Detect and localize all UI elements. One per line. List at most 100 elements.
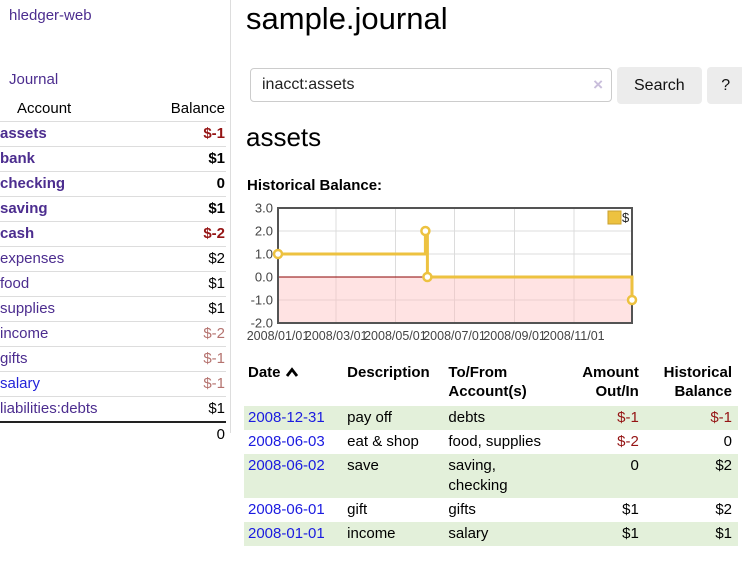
account-row: liabilities:debts $1	[0, 396, 226, 423]
account-link-salary[interactable]: salary	[0, 375, 41, 392]
accounts-balance-table: Account Balance assets $-1 bank $1 checking 0…	[0, 97, 226, 447]
transaction-date-link[interactable]: 2008-06-03	[248, 433, 325, 450]
transaction-balance: $-1	[710, 409, 732, 426]
legend-label: $	[622, 210, 630, 225]
x-axis-tick-label: 2008/05/01	[364, 329, 427, 343]
transaction-accounts: food, supplies	[448, 433, 541, 450]
negative-region	[278, 277, 632, 323]
account-link-liabilities-debts[interactable]: liabilities:debts	[0, 400, 98, 417]
account-link-bank[interactable]: bank	[0, 150, 36, 167]
account-row: salary $-1	[0, 371, 226, 397]
transaction-date-link[interactable]: 2008-06-02	[248, 457, 325, 474]
account-balance: $-1	[144, 371, 226, 397]
transaction-description: gift	[347, 501, 368, 518]
transactions-table: Date Description To/From Account(s) Amount …	[244, 361, 738, 546]
search-form: × Search ?	[250, 67, 742, 104]
account-link-cash[interactable]: cash	[0, 225, 35, 242]
historical-balance-chart: $3.0 2.0 1.0 0.0 -1.0 -2.02008/01/012008/03/0…	[247, 201, 638, 343]
transaction-amount: $1	[622, 501, 639, 518]
account-link-food[interactable]: food	[0, 275, 30, 292]
transaction-date-cell: 2008-06-03	[244, 430, 341, 454]
sort-ascending-icon	[285, 367, 298, 377]
data-point-marker	[272, 248, 284, 260]
sidebar-item-journal[interactable]: Journal	[9, 71, 59, 88]
transaction-accounts: gifts	[448, 501, 476, 518]
search-input-wrap: ×	[250, 68, 612, 102]
accounts-header-row: Account Balance	[0, 97, 226, 122]
account-balance: $-2	[144, 221, 226, 247]
transactions-header-row: Date Description To/From Account(s) Amount …	[244, 361, 738, 406]
app-brand-link[interactable]: hledger-web	[9, 7, 92, 24]
account-balance: $1	[144, 396, 226, 423]
account-link-expenses[interactable]: expenses	[0, 250, 65, 267]
account-row: income $-2	[0, 321, 226, 347]
account-row: cash $-2	[0, 221, 226, 247]
transaction-amount: $-2	[617, 433, 639, 450]
account-row: bank $1	[0, 146, 226, 172]
account-link-gifts[interactable]: gifts	[0, 350, 28, 367]
data-point-marker	[626, 294, 638, 306]
account-row: checking 0	[0, 171, 226, 197]
account-row: supplies $1	[0, 296, 226, 322]
transactions-header-description: Description	[347, 364, 430, 381]
transaction-balance: $1	[715, 525, 732, 542]
transaction-balance: $2	[715, 501, 732, 518]
account-row: assets $-1	[0, 121, 226, 147]
chart-grid	[277, 208, 632, 323]
account-balance: $2	[144, 246, 226, 272]
account-link-checking[interactable]: checking	[0, 175, 66, 192]
transaction-date-cell: 2008-06-02	[244, 454, 341, 498]
account-link-supplies[interactable]: supplies	[0, 300, 56, 317]
account-balance: $1	[144, 196, 226, 222]
y-axis-tick-label: 2.0	[255, 224, 273, 239]
legend-swatch	[607, 210, 622, 225]
x-axis-tick-label: 2008/09/01	[483, 329, 546, 343]
transaction-date-link[interactable]: 2008-12-31	[248, 409, 325, 426]
help-button[interactable]: ?	[706, 67, 742, 104]
account-balance: $1	[144, 271, 226, 297]
transactions-header-date[interactable]: Date	[244, 361, 341, 406]
transaction-date-link[interactable]: 2008-06-01	[248, 501, 325, 518]
account-row: gifts $-1	[0, 346, 226, 372]
y-axis-tick-label: 0.0	[255, 270, 273, 285]
x-axis-tick-label: 2008/03/01	[305, 329, 368, 343]
account-balance: $-2	[144, 321, 226, 347]
data-point-marker	[420, 225, 431, 237]
transaction-amount: 0	[630, 457, 639, 474]
transactions-header-amount: Amount Out/In	[582, 364, 639, 400]
account-link-saving[interactable]: saving	[0, 200, 48, 217]
transaction-description: pay off	[347, 409, 392, 426]
transaction-balance: 0	[723, 433, 732, 450]
x-axis-tick-label: 2008/07/01	[423, 329, 486, 343]
accounts-header-balance: Balance	[144, 97, 226, 122]
transaction-date-cell: 2008-12-31	[244, 406, 341, 430]
transaction-date-cell: 2008-06-01	[244, 498, 341, 522]
account-heading: assets	[246, 122, 322, 152]
chart-legend: $	[607, 210, 630, 225]
account-link-assets[interactable]: assets	[0, 125, 47, 142]
account-balance: $-1	[144, 346, 226, 372]
clear-search-icon[interactable]: ×	[593, 75, 603, 94]
y-axis-tick-label: 3.0	[255, 201, 273, 216]
transactions-header-to-from: To/From Account(s)	[448, 364, 527, 400]
account-balance: 0	[144, 171, 226, 197]
account-link-income[interactable]: income	[0, 325, 49, 342]
y-axis-tick-label: 1.0	[255, 247, 273, 262]
transaction-accounts: debts	[448, 409, 486, 426]
x-axis-tick-label: 2008/11/01	[543, 329, 605, 343]
account-balance: $1	[144, 296, 226, 322]
x-axis-tick-label: 2008/01/01	[247, 329, 310, 343]
page-title: sample.journal	[246, 1, 448, 36]
transaction-row: 2008-06-01 gift gifts $1 $2	[244, 498, 738, 522]
search-button[interactable]: Search	[617, 67, 702, 104]
transaction-date-cell: 2008-01-01	[244, 522, 341, 546]
chart-plot-border	[277, 207, 633, 324]
search-input[interactable]	[250, 68, 612, 102]
accounts-total-spacer	[0, 422, 144, 447]
transaction-date-link[interactable]: 2008-01-01	[248, 525, 325, 542]
account-row: expenses $2	[0, 246, 226, 272]
transaction-description: eat & shop	[347, 433, 419, 450]
transaction-row: 2008-12-31 pay off debts $-1 $-1	[244, 406, 738, 430]
account-balance: $1	[144, 146, 226, 172]
transaction-amount: $1	[622, 525, 639, 542]
